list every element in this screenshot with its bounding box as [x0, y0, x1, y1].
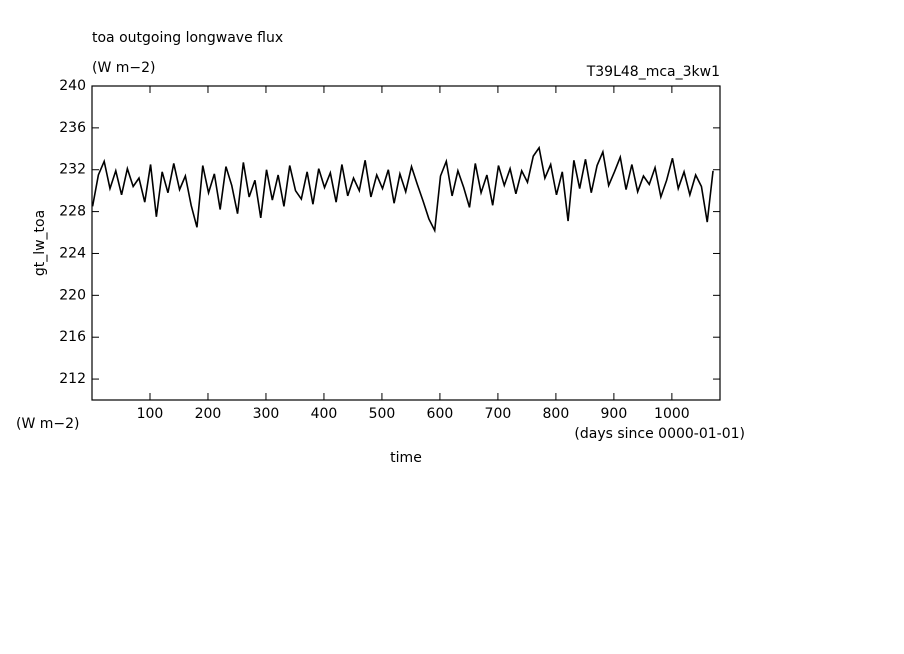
x-tick-label: 300: [253, 406, 280, 422]
x-axis-label: time: [390, 450, 422, 466]
x-tick-label: 600: [427, 406, 454, 422]
y-axis-label: gt_lw_toa: [32, 210, 48, 276]
run-label: T39L48_mca_3kw1: [586, 64, 720, 80]
y-tick-label: 220: [59, 287, 86, 303]
x-tick-label: 1000: [654, 406, 690, 422]
chart-title: toa outgoing longwave flux: [92, 30, 283, 46]
data-line: [91, 145, 714, 234]
y-tick-label: 228: [59, 204, 86, 220]
x-tick-label: 400: [311, 406, 338, 422]
x-unit: (days since 0000-01-01): [574, 426, 745, 442]
y-unit: (W m−2): [16, 416, 80, 432]
x-tick-label: 100: [137, 406, 164, 422]
y-tick-label: 232: [59, 162, 86, 178]
x-tick-label: 500: [369, 406, 396, 422]
y-tick-label: 224: [59, 245, 86, 261]
x-tick-label: 800: [543, 406, 570, 422]
y-tick-label: 240: [59, 78, 86, 94]
x-tick-label: 900: [601, 406, 628, 422]
plot-frame: [91, 85, 721, 401]
y-tick-label: 212: [59, 371, 86, 387]
y-tick-label: 216: [59, 329, 86, 345]
x-tick-label: 700: [485, 406, 512, 422]
y-tick-label: 236: [59, 120, 86, 136]
chart-subtitle: (W m−2): [92, 60, 156, 76]
x-tick-label: 200: [195, 406, 222, 422]
